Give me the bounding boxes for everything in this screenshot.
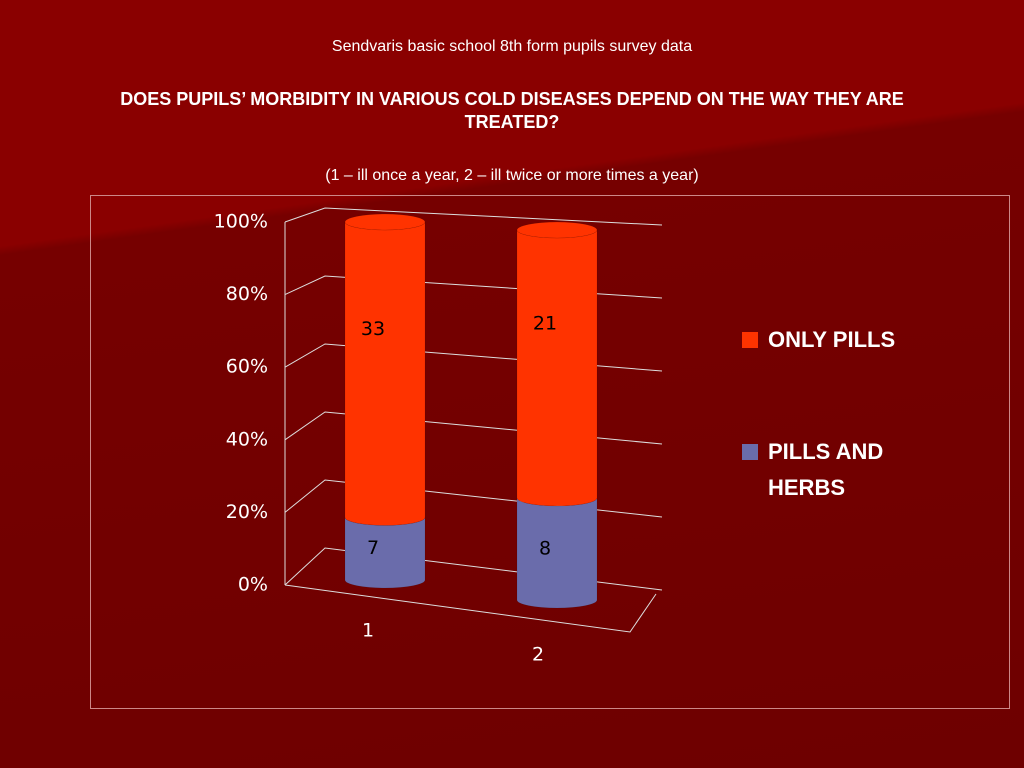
- legend-item: PILLS AND HERBS: [742, 434, 962, 506]
- legend-swatch: [742, 444, 758, 460]
- header: Sendvaris basic school 8th form pupils s…: [331, 38, 693, 55]
- legend-label: PILLS AND HERBS: [768, 439, 884, 500]
- legend-label: ONLY PILLS: [768, 327, 896, 352]
- y-tick-label: 0%: [238, 574, 268, 596]
- chart-title: DOES PUPILS’ MORBIDITY IN VARIOUS COLD D…: [120, 89, 904, 132]
- grid-line: [284, 207, 663, 226]
- bar-segment: [344, 517, 426, 589]
- bar-cap: [344, 213, 426, 231]
- data-label: 7: [367, 537, 379, 559]
- y-tick-label: 100%: [214, 211, 268, 233]
- bar-segment: [516, 229, 598, 507]
- data-label: 33: [361, 318, 385, 340]
- data-label: 21: [533, 312, 557, 334]
- grid-line: [284, 411, 663, 445]
- y-tick-label: 80%: [226, 283, 268, 305]
- y-tick-label: 20%: [226, 501, 268, 523]
- y-tick-label: 40%: [226, 428, 268, 450]
- y-tick-label: 60%: [226, 356, 268, 378]
- grid-line: [284, 479, 663, 518]
- grid-line: [284, 275, 663, 299]
- legend-swatch: [742, 332, 758, 348]
- bar-segment: [516, 497, 598, 609]
- bar-segment: [344, 221, 426, 526]
- data-label: 8: [539, 537, 551, 559]
- legend-item: ONLY PILLS: [742, 322, 962, 358]
- chart-subtitle: (1 – ill once a year, 2 – ill twice or m…: [325, 167, 699, 184]
- floor: [284, 584, 657, 633]
- x-tick-label: 1: [362, 620, 374, 642]
- chart-frame: [90, 195, 1010, 709]
- grid-line: [284, 343, 663, 372]
- bar-cap: [516, 221, 598, 239]
- grid-line: [284, 547, 663, 591]
- x-tick-label: 2: [532, 644, 544, 666]
